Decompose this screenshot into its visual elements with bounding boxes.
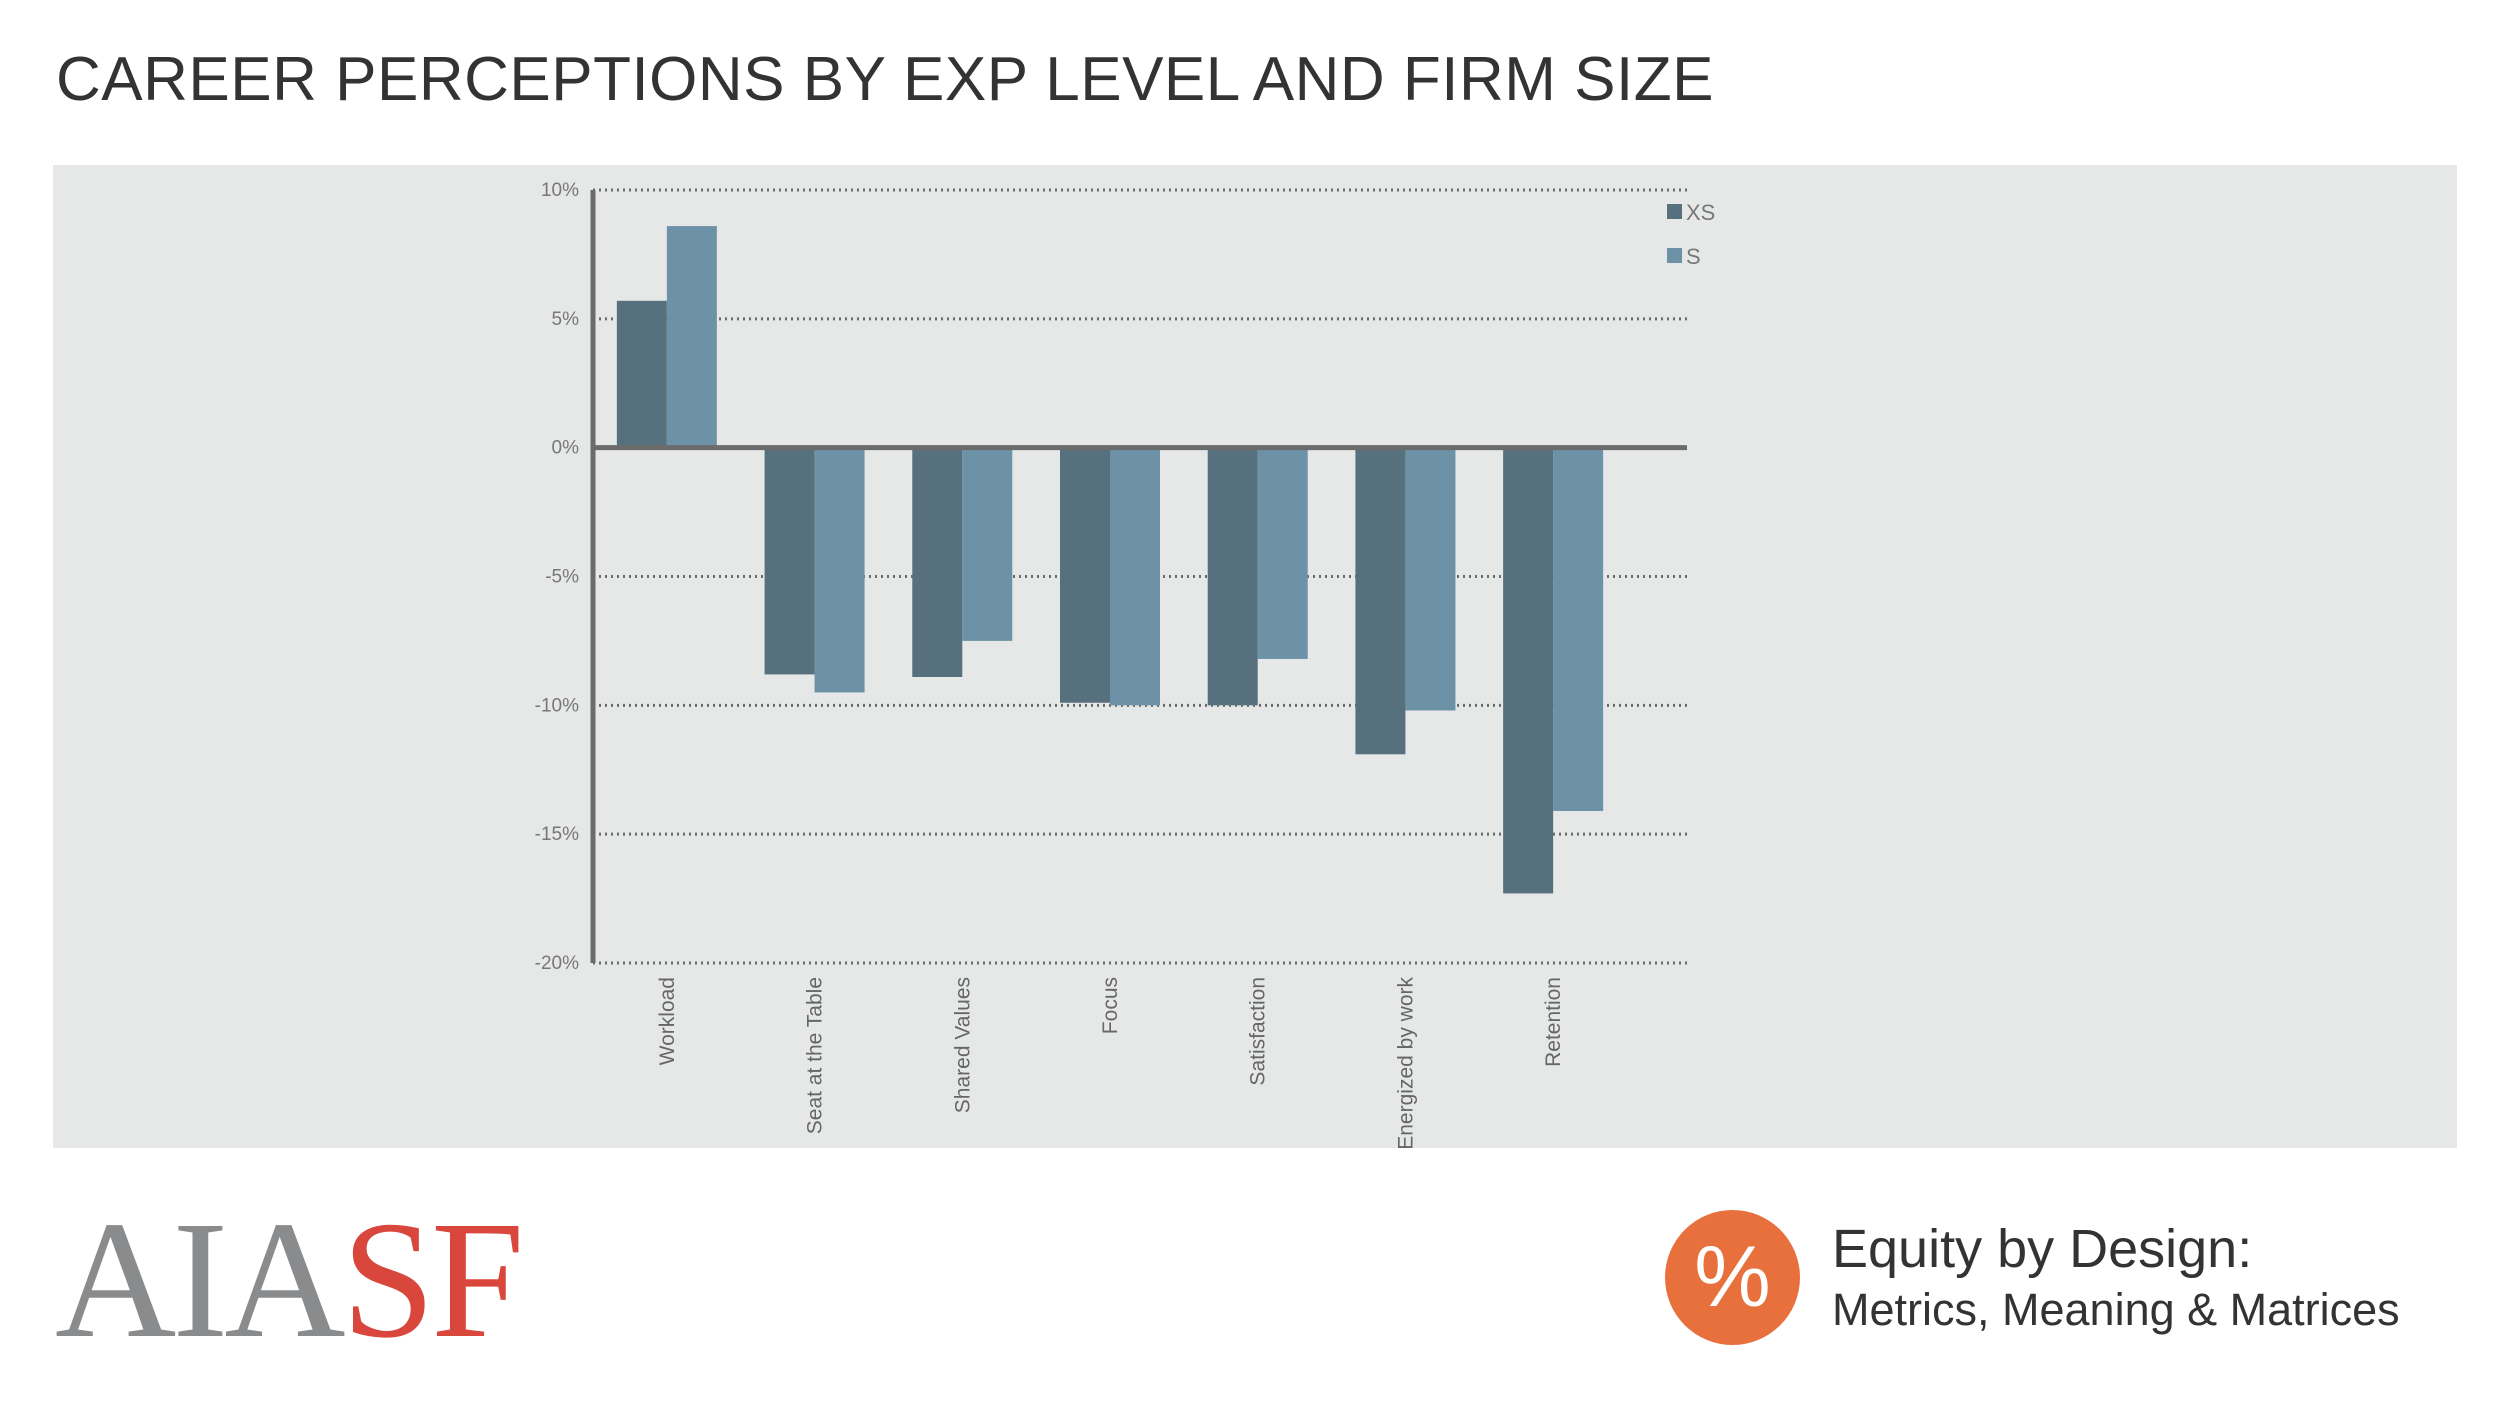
aiasf-logo: AIASF — [55, 1196, 524, 1364]
y-tick-label: 5% — [552, 309, 580, 330]
bar-s — [666, 226, 717, 448]
y-tick-label: -10% — [535, 695, 579, 716]
legend-swatch — [1667, 204, 1682, 219]
axes — [590, 190, 1687, 963]
bar-s — [814, 447, 865, 693]
legend-swatch — [1667, 248, 1682, 263]
bar-chart: 10% 5% 0% -5% -10% -15% -20% Workload Seat at t… — [535, 180, 1716, 1148]
percent-badge-icon: % — [1665, 1210, 1800, 1345]
bar-s — [1553, 447, 1604, 811]
bar-s — [1110, 447, 1160, 706]
category-labels: Workload Seat at the Table Shared Values Fo… — [656, 977, 1565, 1148]
y-tick-label: 10% — [541, 180, 579, 201]
legend: XS S — [1667, 200, 1715, 269]
legend-label: S — [1686, 244, 1701, 269]
category-label: Workload — [656, 977, 679, 1065]
category-label: Focus — [1099, 977, 1122, 1034]
bar-s — [1257, 447, 1308, 659]
bar-xs — [616, 300, 667, 448]
category-label: Retention — [1542, 977, 1565, 1067]
category-label: Seat at the Table — [804, 977, 827, 1134]
category-label: Energized by work — [1394, 977, 1417, 1148]
y-tick-label: -20% — [535, 953, 579, 974]
bar-xs — [1355, 447, 1406, 755]
y-tick-label: -15% — [535, 824, 579, 845]
bar-s — [962, 447, 1013, 641]
bar-xs — [912, 447, 963, 677]
bars — [616, 226, 1604, 894]
logo-aia-text: AIA — [55, 1187, 346, 1373]
y-tick-labels: 10% 5% 0% -5% -10% -15% -20% — [535, 180, 579, 974]
bar-xs — [764, 447, 815, 675]
slide-title: CAREER PERCEPTIONS BY EXP LEVEL AND FIRM… — [56, 45, 1714, 114]
y-tick-label: -5% — [545, 567, 579, 588]
bar-s — [1405, 447, 1456, 711]
equity-title: Equity by Design: — [1832, 1219, 2253, 1279]
equity-subtitle: Metrics, Meaning & Matrices — [1832, 1284, 2400, 1335]
logo-sf-text: SF — [341, 1187, 525, 1373]
category-label: Satisfaction — [1247, 977, 1270, 1086]
bar-xs — [1060, 447, 1110, 703]
category-label: Shared Values — [951, 977, 974, 1113]
bar-xs — [1503, 447, 1554, 894]
y-tick-label: 0% — [552, 438, 580, 459]
legend-label: XS — [1686, 200, 1715, 225]
bar-xs — [1207, 447, 1258, 706]
chart-panel: 10% 5% 0% -5% -10% -15% -20% Workload Seat at t… — [53, 165, 2457, 1148]
